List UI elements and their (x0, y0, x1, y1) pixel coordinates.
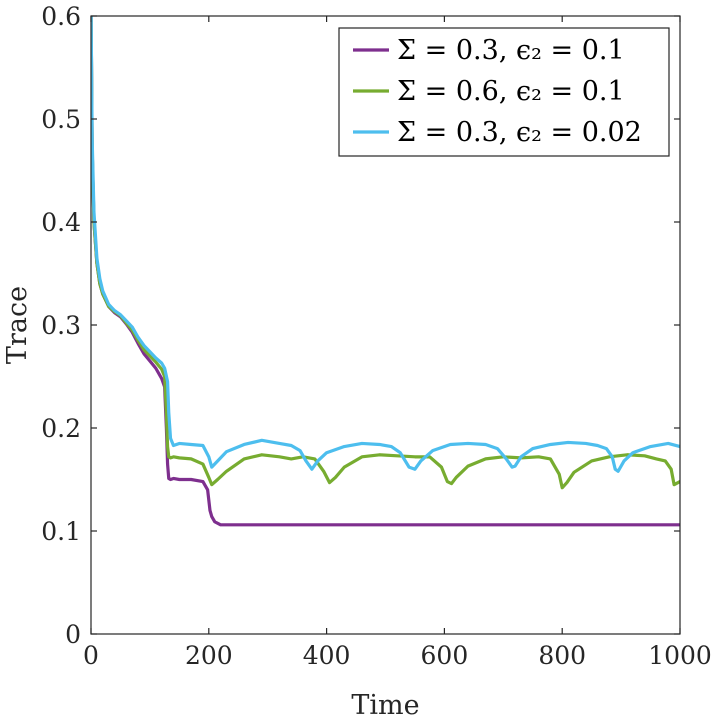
legend: Σ = 0.3, ϵ₂ = 0.1 Σ = 0.6, ϵ₂ = 0.1 Σ = 0.… (338, 27, 670, 157)
y-tick-label: 0.5 (41, 105, 81, 134)
series-line-3 (91, 16, 680, 473)
y-tick-label: 0.1 (41, 517, 81, 546)
legend-label-1: Σ = 0.3, ϵ₂ = 0.1 (397, 35, 625, 66)
y-tick-label: 0.6 (41, 2, 81, 31)
x-axis-label: Time (351, 690, 419, 721)
x-tick-label: 200 (185, 641, 233, 670)
x-tick-label: 0 (83, 641, 99, 670)
legend-box (338, 27, 670, 157)
legend-label-3: Σ = 0.3, ϵ₂ = 0.02 (397, 117, 642, 148)
y-tick-label: 0.2 (41, 414, 81, 443)
x-tick-label: 800 (538, 641, 586, 670)
y-tick-label: 0.3 (41, 311, 81, 340)
x-tick-label: 600 (421, 641, 469, 670)
x-tick-label: 400 (303, 641, 351, 670)
series-layer (91, 16, 680, 527)
axes-layer: 0 200 400 600 800 1000 0 0.1 0.2 0.3 0.4 0.5 0.6 (41, 2, 712, 670)
legend-label-2: Σ = 0.6, ϵ₂ = 0.1 (397, 76, 625, 107)
y-tick-label: 0 (65, 620, 81, 649)
x-tick-label: 1000 (648, 641, 712, 670)
y-axis-label: Trace (2, 286, 33, 364)
y-tick-label: 0.4 (41, 208, 81, 237)
